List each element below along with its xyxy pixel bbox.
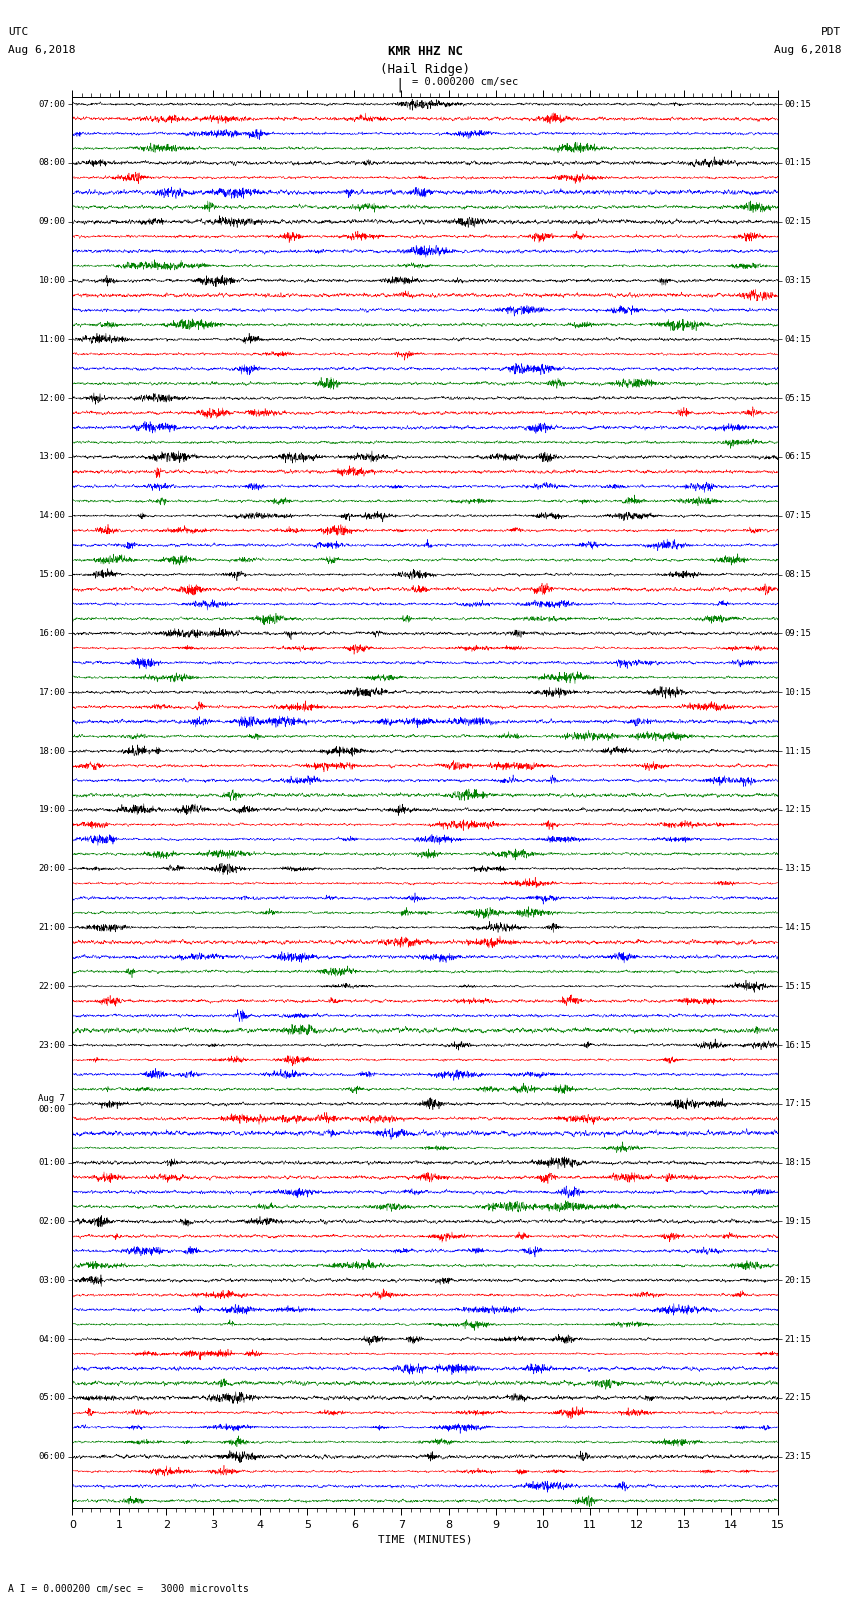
Text: = 0.000200 cm/sec: = 0.000200 cm/sec (412, 77, 518, 87)
Text: A I = 0.000200 cm/sec =   3000 microvolts: A I = 0.000200 cm/sec = 3000 microvolts (8, 1584, 249, 1594)
X-axis label: TIME (MINUTES): TIME (MINUTES) (377, 1534, 473, 1544)
Text: (Hail Ridge): (Hail Ridge) (380, 63, 470, 76)
Text: KMR HHZ NC: KMR HHZ NC (388, 45, 462, 58)
Text: Aug 6,2018: Aug 6,2018 (8, 45, 76, 55)
Text: Aug 6,2018: Aug 6,2018 (774, 45, 842, 55)
Text: |: | (395, 77, 404, 92)
Text: PDT: PDT (821, 27, 842, 37)
Text: UTC: UTC (8, 27, 29, 37)
